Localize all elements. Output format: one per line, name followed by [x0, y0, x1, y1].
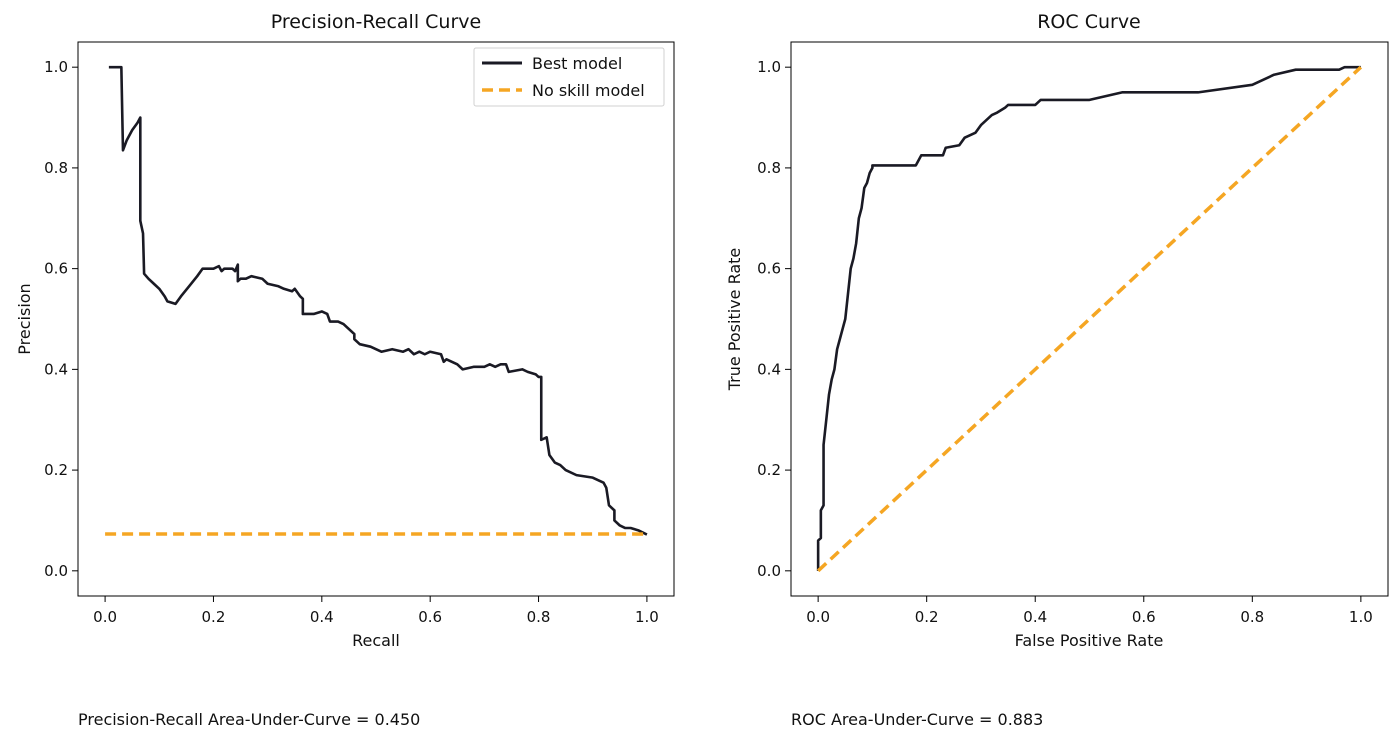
pr-x-tick-label: 0.8	[527, 608, 551, 626]
pr-legend: Best model No skill model	[473, 47, 665, 107]
roc-plot-frame	[790, 41, 1389, 597]
roc-x-tick-label: 0.4	[1023, 608, 1047, 626]
pr-legend-label-best-model: Best model	[532, 54, 622, 73]
roc-y-tick-label: 0.6	[757, 260, 781, 278]
pr-y-axis-label: Precision	[15, 283, 34, 354]
roc-x-tick-label: 0.0	[806, 608, 830, 626]
pr-y-tick-label: 0.4	[44, 360, 68, 378]
pr-x-axis-label: Recall	[352, 631, 400, 650]
pr-x-tick-label: 0.2	[202, 608, 226, 626]
roc-y-axis-label: True Positive Rate	[725, 248, 744, 392]
roc-series-layer	[816, 65, 1363, 573]
pr-chart: Precision-Recall Curve 0.0 0.2 0.4 0.6 0.8 1.…	[15, 11, 675, 650]
roc-x-tick-label: 0.2	[915, 608, 939, 626]
roc-x-tick-label: 1.0	[1349, 608, 1373, 626]
pr-title: Precision-Recall Curve	[271, 11, 481, 33]
roc-y-tick-label: 0.4	[757, 360, 781, 378]
pr-legend-label-no-skill-model: No skill model	[532, 81, 645, 100]
pr-plot-frame	[77, 41, 675, 597]
pr-x-tick-label: 0.6	[418, 608, 442, 626]
pr-y-tick-label: 0.8	[44, 159, 68, 177]
pr-x-tick-label: 0.0	[93, 608, 117, 626]
pr-auc-caption: Precision-Recall Area-Under-Curve = 0.45…	[78, 710, 421, 729]
pr-x-tick-label: 1.0	[635, 608, 659, 626]
pr-x-tick-label: 0.4	[310, 608, 334, 626]
pr-y-tick-label: 0.6	[44, 260, 68, 278]
roc-y-tick-label: 0.0	[757, 562, 781, 580]
roc-y-tick-label: 0.8	[757, 159, 781, 177]
pr-y-tick-label: 0.0	[44, 562, 68, 580]
roc-title: ROC Curve	[1037, 11, 1141, 33]
roc-y-tick-label: 1.0	[757, 58, 781, 76]
pr-axis-ticks: 0.0 0.2 0.4 0.6 0.8 1.0 0.0 0.2 0.4 0.6 0.8 1.0	[44, 58, 659, 626]
pr-series-best-model	[108, 65, 648, 536]
roc-chart: ROC Curve 0.0 0.2 0.4 0.6 0.8 1.0 0.0 0.2 0.4 0.6…	[725, 11, 1389, 650]
roc-axis-ticks: 0.0 0.2 0.4 0.6 0.8 1.0 0.0 0.2 0.4 0.6 0.8 1.0	[757, 58, 1373, 626]
pr-y-tick-label: 0.2	[44, 461, 68, 479]
pr-y-tick-label: 1.0	[44, 58, 68, 76]
roc-x-axis-label: False Positive Rate	[1015, 631, 1164, 650]
roc-auc-caption: ROC Area-Under-Curve = 0.883	[791, 710, 1044, 729]
pr-series-layer	[105, 65, 648, 536]
roc-x-tick-label: 0.6	[1132, 608, 1156, 626]
roc-x-tick-label: 0.8	[1240, 608, 1264, 626]
roc-series-model-line	[816, 65, 1361, 571]
roc-series-reference-line	[816, 65, 1363, 573]
roc-y-tick-label: 0.2	[757, 461, 781, 479]
